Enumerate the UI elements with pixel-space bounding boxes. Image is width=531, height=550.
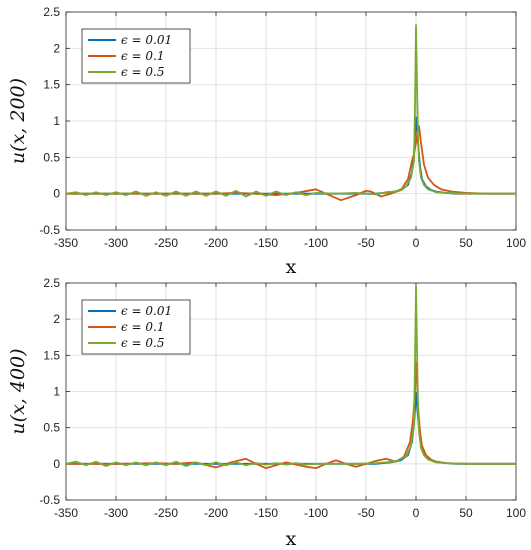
- series-line-3: [66, 24, 516, 198]
- x-tick-label: -50: [357, 506, 375, 520]
- x-tick-label: 0: [413, 506, 420, 520]
- x-tick-label: 50: [459, 506, 473, 520]
- series-line-2: [66, 125, 516, 202]
- legend-label-1: ϵ = 0.01: [121, 304, 172, 318]
- x-axis-label: x: [286, 528, 297, 550]
- x-axis-label: x: [286, 256, 297, 278]
- legend: ϵ = 0.01 ϵ = 0.1 ϵ = 0.5: [81, 299, 191, 355]
- x-tick-label: -300: [104, 506, 128, 520]
- y-tick-label: 2.5: [43, 276, 60, 290]
- y-tick-label: 0: [53, 187, 60, 201]
- y-tick-label: 0.5: [43, 421, 60, 435]
- x-tick-label: -250: [154, 236, 178, 250]
- x-tick-label: -150: [254, 506, 278, 520]
- x-tick-label: 50: [459, 236, 473, 250]
- y-tick-label: 1: [53, 385, 60, 399]
- x-tick-label: -350: [54, 506, 78, 520]
- legend-label-2: ϵ = 0.1: [121, 49, 165, 63]
- subplot-1: -350 -300 -250 -200 -150 -100 -50 0 50 100 -0.5 0 0.…: [7, 5, 526, 278]
- x-tick-label: -200: [204, 506, 228, 520]
- x-tick-label: -50: [357, 236, 375, 250]
- x-tick-label: -200: [204, 236, 228, 250]
- y-axis-label: u(x, 200): [7, 78, 29, 164]
- series-line-2: [66, 361, 516, 470]
- legend-label-1: ϵ = 0.01: [121, 33, 172, 47]
- y-tick-label: 1.5: [43, 78, 60, 92]
- subplot-2: -350 -300 -250 -200 -150 -100 -50 0 50 100 -0.5 0 0.…: [7, 276, 526, 550]
- series-group: [66, 24, 516, 202]
- y-tick-label: 0: [53, 457, 60, 471]
- x-tick-label: -350: [54, 236, 78, 250]
- y-tick-label: 2: [53, 312, 60, 326]
- y-tick-label: 0.5: [43, 150, 60, 164]
- y-tick-label: 2.5: [43, 5, 60, 19]
- y-tick-label: -0.5: [39, 493, 60, 507]
- x-tick-label: 100: [506, 506, 526, 520]
- x-tick-label: -100: [304, 506, 328, 520]
- x-tick-label: 100: [506, 236, 526, 250]
- y-tick-label: 2: [53, 41, 60, 55]
- y-tick-label: 1.5: [43, 348, 60, 362]
- legend-label-2: ϵ = 0.1: [121, 320, 165, 334]
- series-line-1: [66, 116, 516, 195]
- x-tick-label: 0: [413, 236, 420, 250]
- legend: ϵ = 0.01 ϵ = 0.1 ϵ = 0.5: [81, 28, 191, 84]
- legend-label-3: ϵ = 0.5: [121, 336, 165, 350]
- x-tick-label: -300: [104, 236, 128, 250]
- x-tick-label: -100: [304, 236, 328, 250]
- series-line-1: [66, 392, 516, 465]
- x-tick-label: -250: [154, 506, 178, 520]
- series-group: [66, 285, 516, 470]
- y-tick-label: 1: [53, 114, 60, 128]
- y-axis-label: u(x, 400): [7, 348, 29, 434]
- y-tick-label: -0.5: [39, 223, 60, 237]
- legend-label-3: ϵ = 0.5: [121, 65, 165, 79]
- x-tick-label: -150: [254, 236, 278, 250]
- series-line-3: [66, 285, 516, 467]
